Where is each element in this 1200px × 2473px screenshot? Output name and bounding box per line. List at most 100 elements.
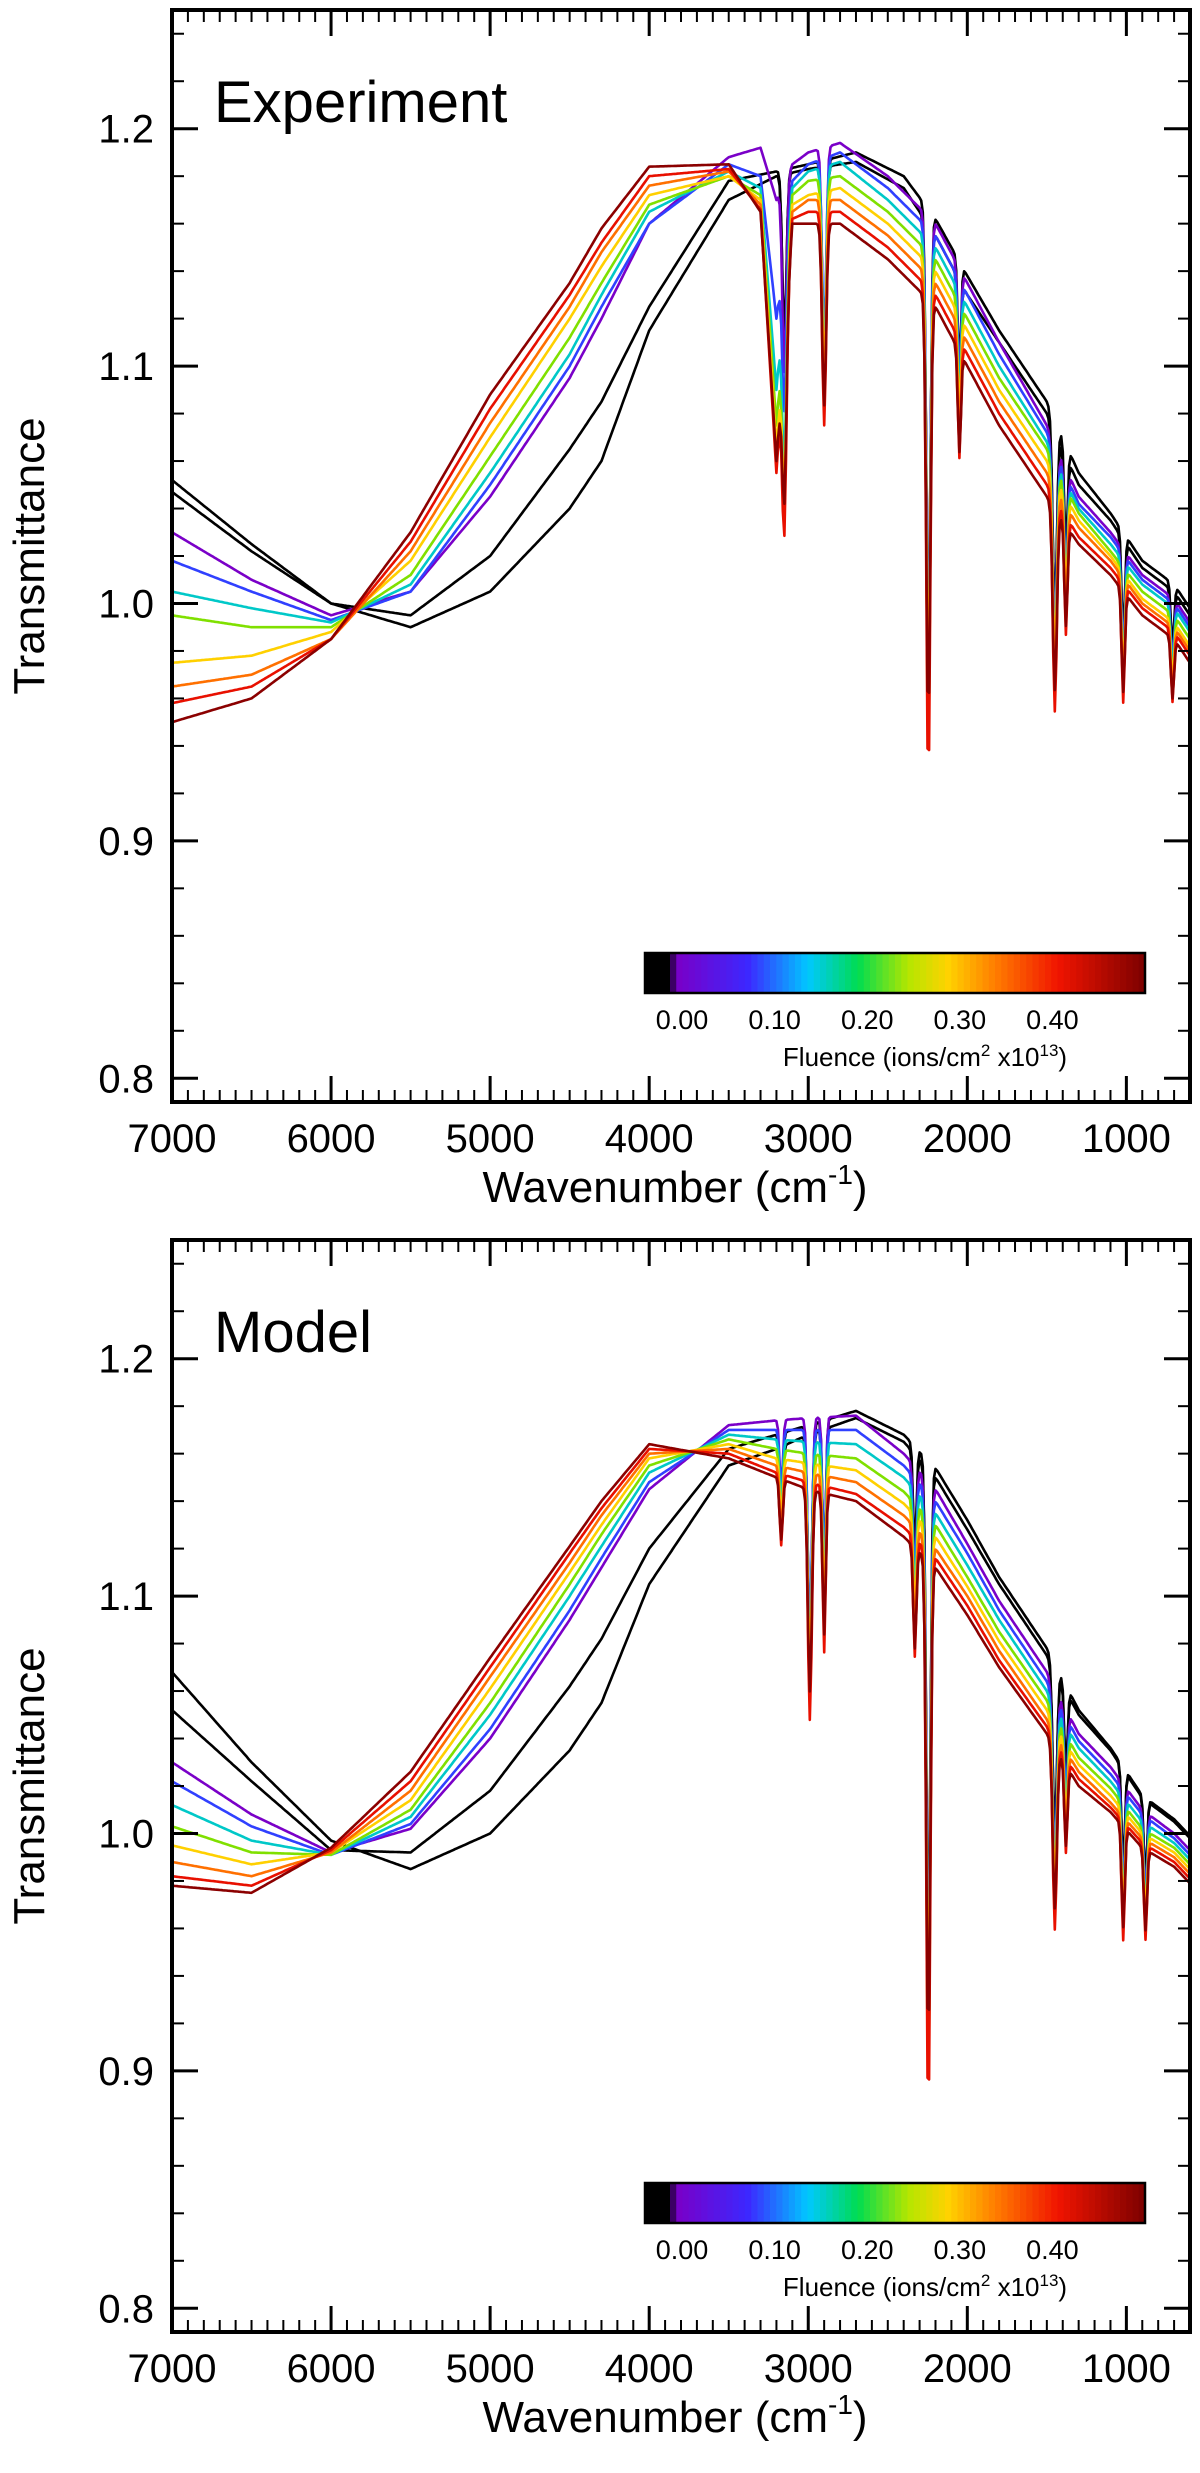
colorbar-segment bbox=[995, 2183, 1003, 2223]
x-tick-label: 5000 bbox=[446, 2347, 535, 2391]
series-group bbox=[172, 1409, 1190, 2081]
colorbar-segment bbox=[888, 2183, 896, 2223]
series-line-4 bbox=[172, 160, 1190, 675]
colorbar-segment bbox=[1101, 2183, 1109, 2223]
colorbar-segment bbox=[1088, 953, 1096, 993]
colorbar-tick-label: 0.10 bbox=[748, 1005, 801, 1035]
colorbar-segment bbox=[682, 2183, 690, 2223]
colorbar-segment bbox=[1126, 953, 1134, 993]
colorbar-segment bbox=[1013, 2183, 1021, 2223]
colorbar-segment bbox=[895, 2183, 903, 2223]
colorbar-segment bbox=[1001, 2183, 1009, 2223]
colorbar-segment bbox=[820, 953, 828, 993]
colorbar-segment bbox=[988, 953, 996, 993]
y-tick-label: 0.9 bbox=[98, 820, 154, 864]
panel-label: Experiment bbox=[214, 70, 507, 135]
colorbar-segment bbox=[995, 953, 1003, 993]
colorbar-segment bbox=[732, 953, 740, 993]
colorbar-segment bbox=[826, 2183, 834, 2223]
colorbar-segment bbox=[826, 953, 834, 993]
series-line-9 bbox=[172, 1442, 1190, 2011]
series-line-1 bbox=[172, 1409, 1190, 1951]
colorbar-segment bbox=[876, 2183, 884, 2223]
colorbar-segment bbox=[901, 2183, 909, 2223]
colorbar-segment bbox=[1070, 953, 1078, 993]
colorbar-segment bbox=[688, 2183, 696, 2223]
colorbar-segment bbox=[1132, 2183, 1140, 2223]
colorbar-segment bbox=[745, 2183, 753, 2223]
colorbar-segment bbox=[720, 953, 728, 993]
colorbar-segment bbox=[870, 953, 878, 993]
colorbar-segment bbox=[701, 2183, 709, 2223]
colorbar-segment bbox=[957, 2183, 965, 2223]
colorbar-segment bbox=[845, 953, 853, 993]
y-tick-label: 0.8 bbox=[98, 2287, 154, 2331]
colorbar-segment bbox=[645, 953, 653, 993]
colorbar-segment bbox=[1026, 2183, 1034, 2223]
x-tick-label: 1000 bbox=[1082, 2347, 1171, 2391]
colorbar-segment bbox=[751, 953, 759, 993]
colorbar: 0.00 0.10 0.20 0.30 0.40 Fluence (ions/cm2 x1… bbox=[643, 951, 1147, 1072]
colorbar-segment bbox=[1107, 2183, 1115, 2223]
colorbar-segment bbox=[876, 953, 884, 993]
series-line-5 bbox=[172, 174, 1190, 716]
colorbar-segment bbox=[832, 953, 840, 993]
colorbar-segment bbox=[1057, 2183, 1065, 2223]
colorbar-segment bbox=[1057, 953, 1065, 993]
colorbar-segment bbox=[1001, 953, 1009, 993]
colorbar-segment bbox=[1063, 953, 1071, 993]
colorbar-segment bbox=[920, 2183, 928, 2223]
series-line-1 bbox=[172, 151, 1190, 651]
colorbar-segment bbox=[1088, 2183, 1096, 2223]
colorbar-segment bbox=[882, 2183, 890, 2223]
colorbar-segment bbox=[970, 953, 978, 993]
colorbar-segment bbox=[1032, 953, 1040, 993]
colorbar-segment bbox=[1113, 953, 1121, 993]
colorbar-segment bbox=[1020, 953, 1028, 993]
colorbar-segment bbox=[857, 2183, 865, 2223]
x-axis-label: Wavenumber (cm-1) bbox=[482, 2389, 867, 2442]
series-line-8 bbox=[172, 1447, 1190, 2081]
x-tick-label: 6000 bbox=[287, 1117, 376, 1161]
colorbar-segment bbox=[745, 953, 753, 993]
colorbar-segment bbox=[988, 2183, 996, 2223]
colorbar-segment bbox=[651, 953, 659, 993]
x-tick-label: 7000 bbox=[128, 2347, 217, 2391]
colorbar-frame bbox=[643, 951, 1147, 995]
colorbar-segment bbox=[1120, 2183, 1128, 2223]
y-axis-label: Transmittance bbox=[5, 1647, 54, 1924]
colorbar-tick-label: 0.00 bbox=[656, 1005, 709, 1035]
colorbar-segment bbox=[926, 953, 934, 993]
colorbar-segment bbox=[982, 953, 990, 993]
colorbar-segment bbox=[1026, 953, 1034, 993]
colorbar-segment bbox=[726, 953, 734, 993]
colorbar-segment bbox=[751, 2183, 759, 2223]
colorbar-segment bbox=[838, 953, 846, 993]
colorbar-segment bbox=[888, 953, 896, 993]
colorbar-segment bbox=[713, 2183, 721, 2223]
y-tick-label: 0.9 bbox=[98, 2050, 154, 2094]
colorbar-segment bbox=[1045, 953, 1053, 993]
colorbar-segment bbox=[707, 2183, 715, 2223]
colorbar-segment bbox=[957, 953, 965, 993]
colorbar-segment bbox=[832, 2183, 840, 2223]
colorbar-segment bbox=[726, 2183, 734, 2223]
colorbar-segment bbox=[1076, 953, 1084, 993]
x-tick-label: 6000 bbox=[287, 2347, 376, 2391]
x-tick-label: 3000 bbox=[764, 2347, 853, 2391]
colorbar-segment bbox=[1138, 2183, 1146, 2223]
colorbar-segment bbox=[938, 953, 946, 993]
colorbar-segment bbox=[1032, 2183, 1040, 2223]
colorbar-segment bbox=[707, 953, 715, 993]
colorbar-segment bbox=[1101, 953, 1109, 993]
colorbar-tick-label: 0.10 bbox=[748, 2235, 801, 2265]
colorbar-segment bbox=[851, 953, 859, 993]
colorbar-segment bbox=[738, 2183, 746, 2223]
x-tick-label: 1000 bbox=[1082, 1117, 1171, 1161]
colorbar-segment bbox=[851, 2183, 859, 2223]
colorbar-segment bbox=[763, 2183, 771, 2223]
colorbar-segment bbox=[1038, 953, 1046, 993]
colorbar-segment bbox=[788, 2183, 796, 2223]
colorbar-tick-label: 0.30 bbox=[934, 2235, 987, 2265]
